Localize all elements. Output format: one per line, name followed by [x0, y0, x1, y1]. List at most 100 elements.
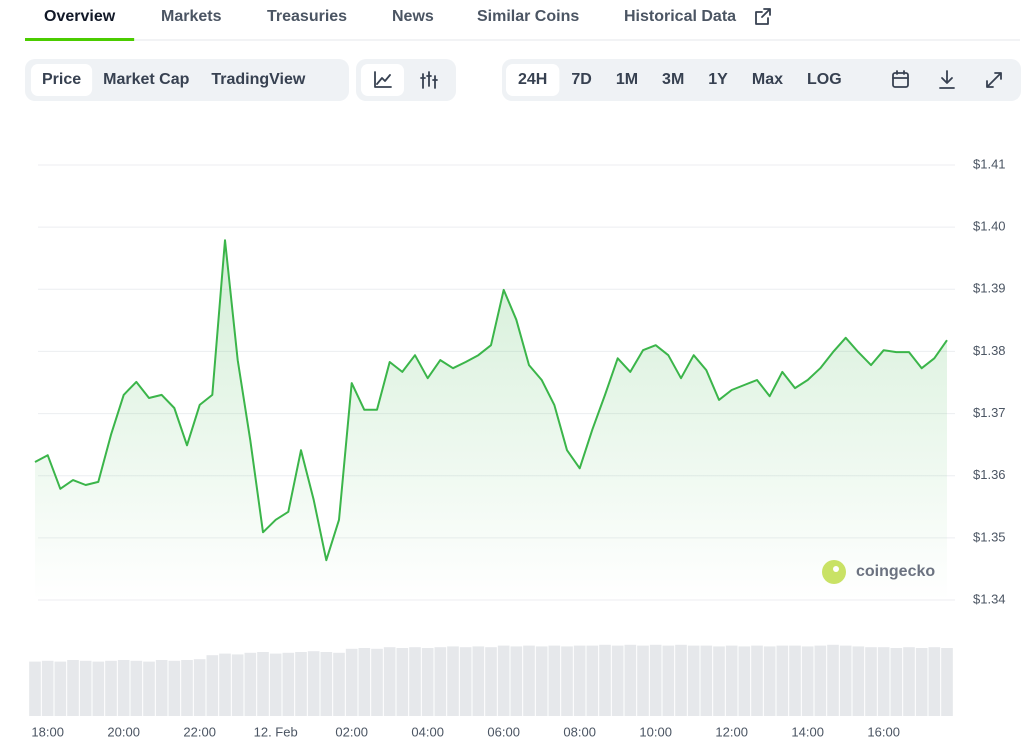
volume-bar	[345, 648, 358, 716]
button-label[interactable]: 1Y	[708, 71, 728, 88]
y-tick-label: $1.38	[973, 343, 1006, 358]
volume-bar	[548, 645, 561, 716]
volume-bar	[839, 645, 852, 716]
button-label[interactable]: 1M	[616, 71, 638, 88]
volume-bar	[231, 654, 244, 716]
volume-bar	[510, 646, 523, 716]
metric-group	[25, 59, 349, 101]
volume-bar	[776, 645, 789, 716]
volume-bar	[789, 645, 801, 716]
button-label[interactable]: 3M	[662, 71, 684, 88]
tab[interactable]: Historical Data	[624, 8, 736, 25]
range-group	[502, 59, 1021, 101]
volume-bar	[915, 648, 928, 716]
y-tick-label: $1.35	[973, 529, 1006, 544]
volume-bar	[244, 652, 257, 716]
watermark: coingecko	[856, 563, 935, 580]
volume-bar	[117, 660, 130, 716]
tab[interactable]: News	[392, 8, 434, 25]
volume-bar	[434, 647, 447, 716]
volume-bar	[586, 645, 599, 716]
volume-bar	[371, 648, 383, 716]
volume-bar	[827, 644, 839, 716]
volume-bar	[713, 646, 725, 716]
expand-icon[interactable]	[986, 72, 1002, 88]
x-tick-label: 14:00	[791, 724, 824, 739]
y-tick-label: $1.39	[973, 281, 1006, 296]
candlestick-icon[interactable]	[420, 71, 438, 89]
y-tick-label: $1.34	[973, 591, 1006, 606]
volume-bar	[307, 651, 320, 716]
x-tick-label: 12:00	[715, 724, 748, 739]
volume-bar	[257, 652, 269, 716]
volume-bar	[41, 660, 54, 716]
volume-bar	[751, 645, 763, 716]
tab[interactable]: Markets	[161, 8, 222, 25]
volume-bar	[29, 661, 41, 716]
watermark-logo-eye	[833, 566, 839, 572]
tab[interactable]: Overview	[44, 8, 116, 25]
price-area	[35, 240, 947, 600]
external-link-icon[interactable]	[755, 8, 771, 25]
x-tick-label: 22:00	[183, 724, 216, 739]
x-tick-label: 02:00	[335, 724, 368, 739]
volume-bar	[447, 646, 459, 716]
button-label[interactable]: TradingView	[211, 71, 306, 88]
volume-bar	[852, 646, 865, 716]
volume-bar	[219, 653, 231, 716]
y-tick-label: $1.41	[973, 156, 1006, 171]
button-label[interactable]: 24H	[518, 71, 547, 88]
volume-bar	[472, 646, 485, 716]
volume-bar	[535, 646, 548, 716]
x-tick-label: 20:00	[107, 724, 140, 739]
y-tick-label: $1.40	[973, 219, 1006, 234]
calendar-icon[interactable]	[892, 70, 909, 88]
x-tick-label: 12. Feb	[254, 724, 298, 739]
download-icon[interactable]	[939, 70, 955, 89]
volume-bar	[928, 647, 941, 716]
volume-bar	[143, 661, 155, 716]
x-tick-label: 18:00	[31, 724, 64, 739]
volume-bar	[865, 647, 877, 716]
watermark-logo	[822, 560, 846, 584]
buttons: Price Market Cap TradingView 24H 7D 1M 3M 1Y Max…	[31, 64, 842, 96]
button-label[interactable]: Market Cap	[103, 71, 189, 88]
volume-bar	[725, 645, 738, 716]
volume-bar	[67, 660, 79, 716]
tab-bar: Overview Markets Treasuries News Similar Coi…	[25, 8, 736, 41]
volume-bar	[333, 652, 345, 716]
active-tab-underline	[25, 38, 135, 41]
button-label[interactable]: Price	[42, 71, 81, 88]
volume-bar	[79, 660, 92, 716]
volume-bar	[561, 646, 573, 716]
active-button[interactable]	[31, 64, 93, 96]
button-label[interactable]: 7D	[571, 71, 591, 88]
tab[interactable]: Treasuries	[267, 8, 347, 25]
volume-bar	[599, 644, 611, 716]
volume-bar	[54, 661, 67, 716]
x-tick-label: 04:00	[411, 724, 444, 739]
volume-bar	[396, 648, 409, 716]
volume-bar	[168, 660, 181, 716]
line-chart-button[interactable]	[361, 64, 404, 96]
y-tick-label: $1.36	[973, 467, 1006, 482]
chart: $1.34 $1.35 $1.36 $1.37 $1.38 $1.39 $1.40 $1.41…	[29, 156, 1006, 739]
volume-bar	[687, 645, 700, 716]
button-label[interactable]: LOG	[807, 71, 842, 88]
volume-bar	[941, 648, 953, 716]
volume-bar	[282, 652, 295, 716]
x-tick-label: 08:00	[563, 724, 596, 739]
x-tick-label: 16:00	[867, 724, 900, 739]
tab[interactable]: Similar Coins	[477, 8, 579, 25]
volume-bar	[459, 647, 472, 716]
volume-bar	[269, 653, 282, 716]
volume-bar	[193, 659, 206, 716]
volume-bar	[649, 644, 662, 716]
button-label[interactable]: Max	[752, 71, 783, 88]
active-button[interactable]	[506, 64, 560, 96]
volume-bar	[295, 652, 307, 716]
volume-bar	[206, 655, 219, 716]
volume-bar	[890, 648, 903, 716]
volume-bar	[497, 645, 510, 716]
volume-bar	[105, 660, 117, 716]
